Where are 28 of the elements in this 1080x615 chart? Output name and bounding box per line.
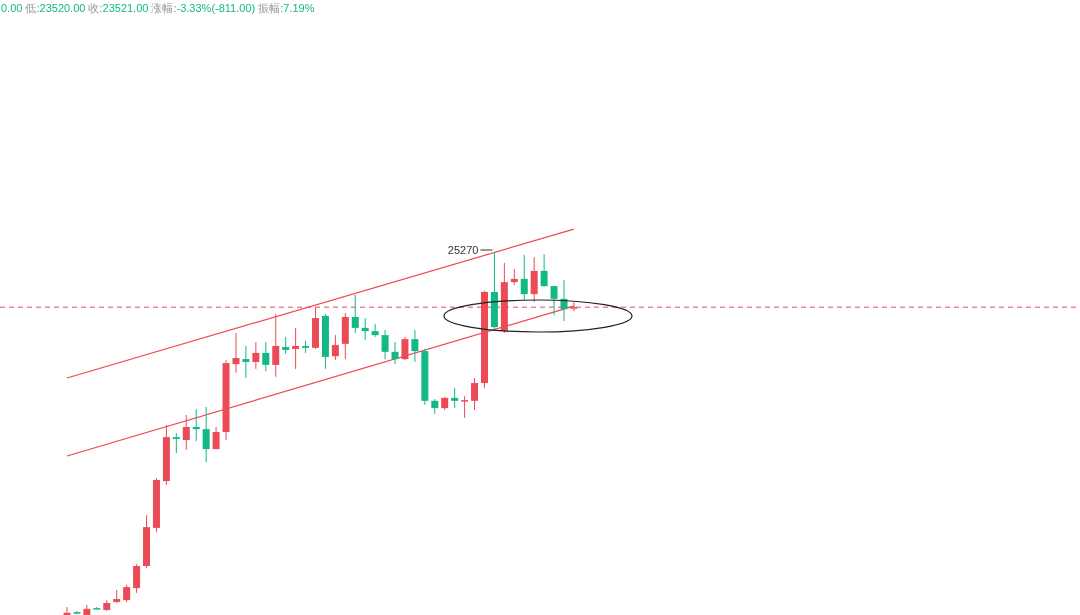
candlestick [172,432,180,454]
candlestick [361,317,369,341]
candlestick [331,334,339,361]
candlestick [381,329,389,360]
candlestick [411,329,419,363]
text: 0.00 低:23520.00 收:23521.00 涨幅:-3.33%(-811.00) 振幅:7.19% [1,2,315,14]
candlestick [242,345,250,379]
candlestick [471,377,479,411]
candlestick [550,285,558,316]
candlestick [202,406,210,463]
candlestick [451,387,459,409]
candlestick [520,254,528,301]
candlestick [371,323,379,338]
candlestick [292,327,300,370]
candlestick [63,606,71,615]
candlestick [182,414,190,451]
candlestick [351,294,359,334]
candlestick [192,408,200,442]
candlestick [232,332,240,374]
candlestick [530,256,538,303]
candlestick [540,253,548,288]
candlestick [391,341,399,365]
candlestick [133,563,141,594]
candlestick [401,336,409,361]
candlestick [461,395,469,419]
candlestick [262,341,270,372]
annotation: 25270 [447,244,479,256]
candlestick [252,341,260,370]
